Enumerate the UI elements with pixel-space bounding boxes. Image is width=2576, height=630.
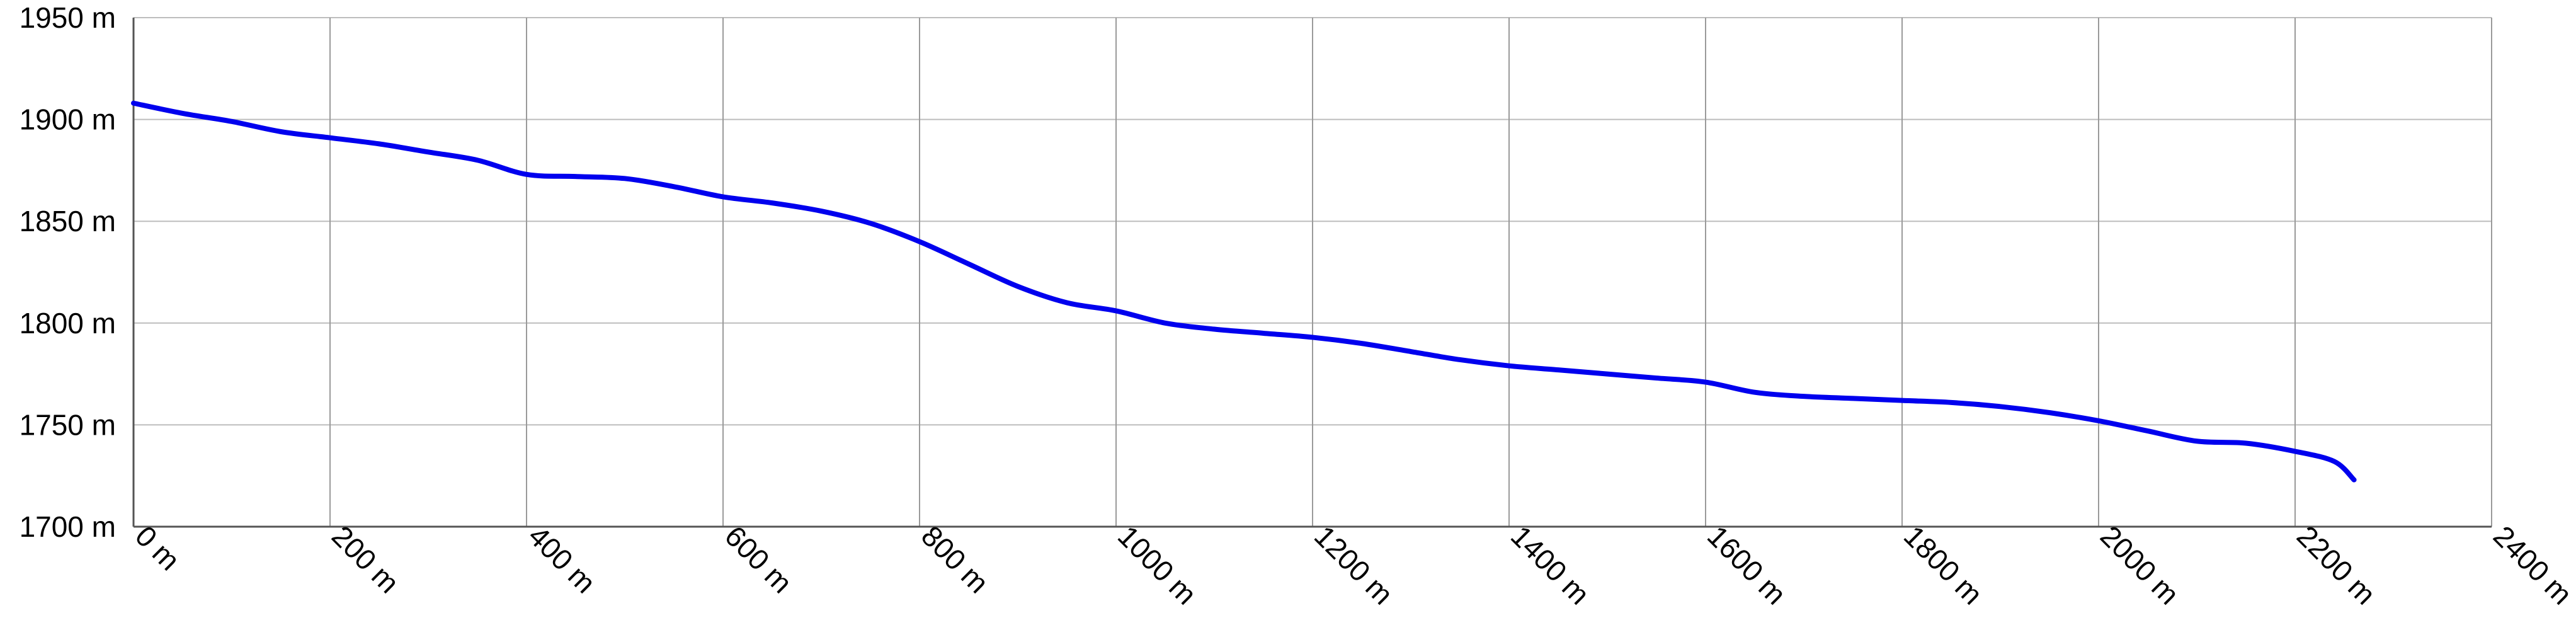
x-tick-label: 0 m [129,519,186,576]
grid [134,17,2492,527]
x-tick-label: 2200 m [2291,519,2382,610]
x-tick-label: 2000 m [2094,519,2186,610]
y-tick-label: 1800 m [20,307,116,340]
elevation-line [131,100,2357,483]
x-tick-label: 1800 m [1898,519,1989,610]
x-tick-label: 800 m [915,519,995,599]
x-tick-label: 1200 m [1308,519,1399,610]
y-tick-label: 1700 m [20,510,116,543]
x-tick-label: 200 m [326,519,406,599]
x-tick-label: 600 m [719,519,799,599]
y-tick-label: 1900 m [20,103,116,136]
y-tick-label: 1750 m [20,408,116,441]
series [131,100,2357,483]
x-tick-label: 1000 m [1112,519,1203,610]
x-tick-label: 1600 m [1701,519,1792,610]
y-tick-label: 1850 m [20,205,116,238]
x-tick-label: 2400 m [2487,519,2576,610]
tick-labels: 1700 m 1750 m 1800 m 1850 m 1900 m 1950 m 0 m 2… [20,1,2576,611]
x-tick-label: 1400 m [1505,519,1596,610]
x-tick-label: 400 m [522,519,602,599]
y-tick-label: 1950 m [20,1,116,34]
